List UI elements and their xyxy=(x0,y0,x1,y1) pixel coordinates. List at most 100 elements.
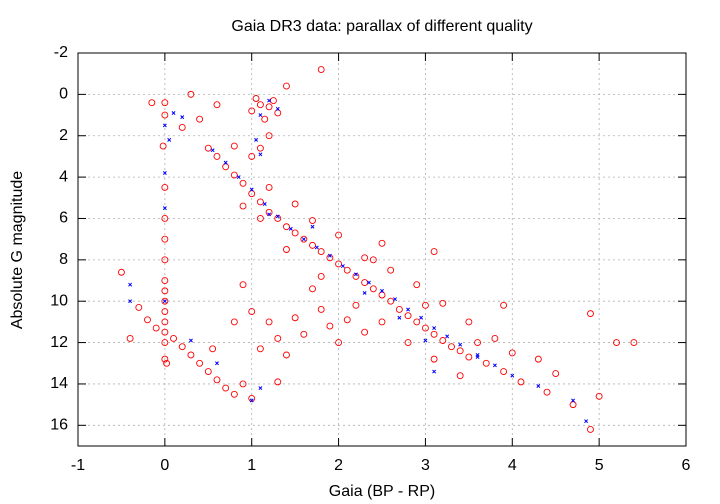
point xyxy=(587,310,594,318)
point xyxy=(161,297,169,305)
point xyxy=(248,190,256,198)
point xyxy=(256,144,264,152)
point xyxy=(283,351,290,359)
point xyxy=(161,287,169,295)
point xyxy=(543,388,551,396)
point xyxy=(249,187,254,192)
point xyxy=(117,268,125,276)
point xyxy=(161,308,169,316)
point xyxy=(126,334,134,342)
point xyxy=(317,248,325,256)
point xyxy=(288,226,293,231)
point xyxy=(256,215,264,222)
point xyxy=(380,288,384,293)
point xyxy=(291,200,299,208)
point xyxy=(162,206,167,211)
point xyxy=(361,279,369,287)
point xyxy=(239,202,247,210)
point xyxy=(274,215,282,222)
x-tick-label: 0 xyxy=(160,457,169,474)
point xyxy=(517,378,525,386)
point xyxy=(343,316,351,324)
point xyxy=(491,334,499,342)
x-tick-label: 4 xyxy=(508,457,517,474)
point xyxy=(148,99,156,107)
point xyxy=(630,339,638,347)
point xyxy=(213,152,221,160)
point xyxy=(209,345,217,353)
point xyxy=(161,339,169,347)
point xyxy=(161,215,169,222)
point xyxy=(419,315,424,320)
point xyxy=(404,312,412,320)
point xyxy=(474,339,481,347)
point xyxy=(404,339,412,347)
point xyxy=(256,345,264,353)
point xyxy=(378,239,386,247)
point xyxy=(369,285,377,293)
point xyxy=(413,281,421,289)
point xyxy=(353,272,358,277)
point xyxy=(413,318,421,326)
point xyxy=(569,401,577,409)
point xyxy=(239,179,247,187)
point xyxy=(367,280,371,285)
point xyxy=(204,144,212,152)
point xyxy=(275,106,280,111)
point xyxy=(248,394,256,402)
y-tick-label: 16 xyxy=(50,417,68,434)
point xyxy=(327,253,332,258)
point xyxy=(587,426,594,433)
point xyxy=(161,318,169,326)
point xyxy=(144,316,151,324)
point xyxy=(256,101,264,109)
point xyxy=(475,355,480,360)
point xyxy=(262,202,267,206)
point xyxy=(196,115,204,123)
point xyxy=(335,339,343,347)
point xyxy=(161,111,169,119)
point xyxy=(213,376,221,384)
point xyxy=(335,260,343,268)
point xyxy=(274,334,282,342)
point xyxy=(239,281,247,289)
point xyxy=(395,306,403,313)
y-tick-label: 6 xyxy=(59,210,68,227)
point xyxy=(269,97,277,105)
point xyxy=(465,353,473,361)
point xyxy=(393,297,397,302)
point xyxy=(162,299,167,304)
point xyxy=(161,256,169,264)
point xyxy=(352,272,360,280)
point xyxy=(378,291,386,299)
point xyxy=(163,359,171,367)
point xyxy=(171,111,176,115)
point xyxy=(456,347,464,355)
point xyxy=(439,299,447,307)
point xyxy=(432,369,437,374)
x-tick-label: -1 xyxy=(71,457,85,474)
point xyxy=(196,359,204,367)
point xyxy=(421,301,429,309)
x-tick-label: 5 xyxy=(595,457,604,474)
point xyxy=(161,235,169,243)
point xyxy=(387,266,395,274)
point xyxy=(254,137,259,142)
point xyxy=(317,272,325,280)
point xyxy=(361,328,369,336)
y-tick-label: 4 xyxy=(59,168,68,185)
point xyxy=(291,229,299,237)
point xyxy=(362,290,367,295)
point xyxy=(256,198,264,206)
point xyxy=(248,152,256,160)
point xyxy=(230,318,238,326)
point xyxy=(239,380,247,388)
point xyxy=(326,254,334,262)
y-tick-label: 12 xyxy=(50,334,68,351)
point xyxy=(222,384,230,392)
point xyxy=(430,248,438,256)
y-tick-label: 8 xyxy=(59,251,68,268)
point xyxy=(492,363,497,368)
point xyxy=(534,355,542,363)
